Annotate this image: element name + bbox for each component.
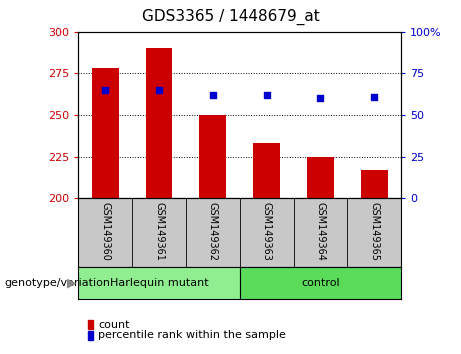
Text: count: count [98,320,130,330]
Bar [146,48,172,198]
Text: Harlequin mutant: Harlequin mutant [110,278,208,288]
Bar [199,115,226,198]
Text: GSM149360: GSM149360 [100,202,110,261]
Point [155,87,163,93]
Text: genotype/variation: genotype/variation [5,278,111,288]
Bar [240,267,401,299]
Text: control: control [301,278,340,288]
Bar [307,156,334,198]
Point [209,92,217,98]
Point [263,92,270,98]
Text: percentile rank within the sample: percentile rank within the sample [98,330,286,341]
Text: GSM149361: GSM149361 [154,202,164,261]
Text: GSM149364: GSM149364 [315,202,325,261]
Point [371,94,378,99]
Text: GSM149363: GSM149363 [261,202,272,261]
Bar [253,143,280,198]
Text: ▶: ▶ [67,277,76,290]
Point [101,87,109,93]
Point [317,96,324,101]
Bar [78,267,240,299]
Text: GSM149365: GSM149365 [369,202,379,261]
Bar [361,170,388,198]
Text: GDS3365 / 1448679_at: GDS3365 / 1448679_at [142,9,319,25]
Bar [92,68,118,198]
Text: GSM149362: GSM149362 [208,202,218,261]
